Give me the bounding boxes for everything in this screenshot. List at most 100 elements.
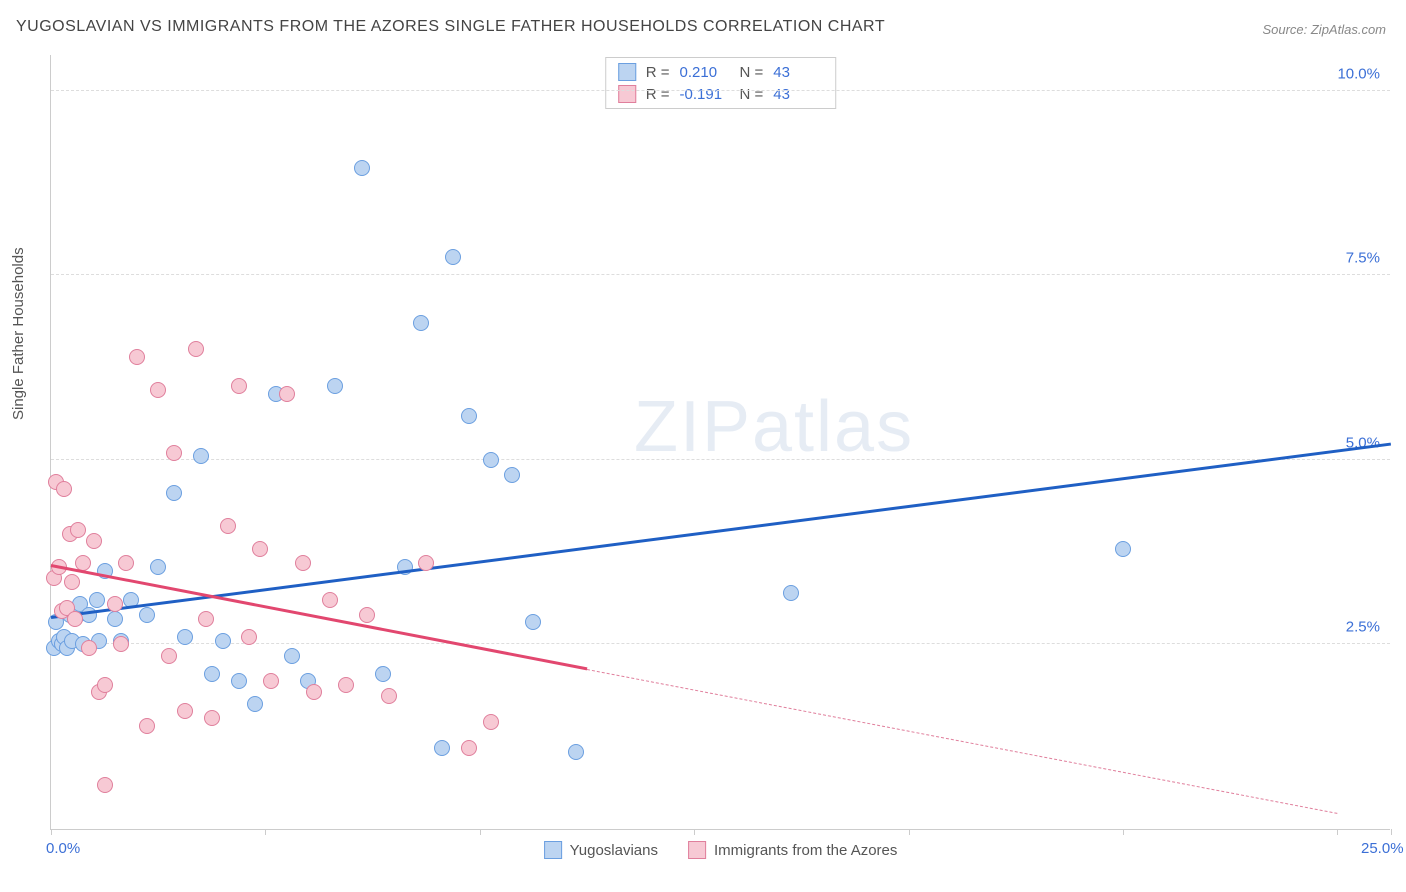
x-tick-mark xyxy=(1391,829,1392,835)
data-point xyxy=(166,445,182,461)
data-point xyxy=(252,541,268,557)
data-point xyxy=(504,467,520,483)
data-point xyxy=(204,710,220,726)
data-point xyxy=(81,640,97,656)
watermark-thin: atlas xyxy=(752,387,914,467)
data-point xyxy=(198,611,214,627)
series-swatch xyxy=(618,85,636,103)
data-point xyxy=(295,555,311,571)
data-point xyxy=(279,386,295,402)
stat-r-value: -0.191 xyxy=(680,86,730,103)
data-point xyxy=(150,559,166,575)
trend-line xyxy=(51,443,1391,619)
correlation-stats-box: R =0.210N =43R =-0.191N =43 xyxy=(605,57,837,109)
y-axis-label: Single Father Households xyxy=(10,247,27,420)
data-point xyxy=(64,574,80,590)
data-point xyxy=(215,633,231,649)
legend-swatch xyxy=(544,841,562,859)
data-point xyxy=(56,481,72,497)
data-point xyxy=(434,740,450,756)
data-point xyxy=(139,718,155,734)
data-point xyxy=(381,688,397,704)
data-point xyxy=(418,555,434,571)
data-point xyxy=(89,592,105,608)
x-tick-label: 0.0% xyxy=(46,840,80,857)
data-point xyxy=(306,684,322,700)
y-tick-label: 7.5% xyxy=(1346,250,1380,267)
stat-n-value: 43 xyxy=(773,86,823,103)
stat-n-value: 43 xyxy=(773,64,823,81)
data-point xyxy=(783,585,799,601)
legend-label: Immigrants from the Azores xyxy=(714,842,897,859)
data-point xyxy=(118,555,134,571)
data-point xyxy=(525,614,541,630)
data-point xyxy=(461,408,477,424)
x-tick-mark xyxy=(265,829,266,835)
data-point xyxy=(231,673,247,689)
source-attribution: Source: ZipAtlas.com xyxy=(1262,22,1386,37)
data-point xyxy=(568,744,584,760)
chart-title: YUGOSLAVIAN VS IMMIGRANTS FROM THE AZORE… xyxy=(16,18,885,36)
x-tick-mark xyxy=(1337,829,1338,835)
x-tick-mark xyxy=(480,829,481,835)
data-point xyxy=(375,666,391,682)
gridline xyxy=(51,459,1390,460)
x-tick-label: 25.0% xyxy=(1361,840,1404,857)
stat-r-label: R = xyxy=(646,64,670,81)
data-point xyxy=(166,485,182,501)
data-point xyxy=(188,341,204,357)
data-point xyxy=(161,648,177,664)
data-point xyxy=(231,378,247,394)
data-point xyxy=(241,629,257,645)
data-point xyxy=(220,518,236,534)
x-tick-mark xyxy=(694,829,695,835)
data-point xyxy=(413,315,429,331)
series-swatch xyxy=(618,63,636,81)
data-point xyxy=(150,382,166,398)
data-point xyxy=(327,378,343,394)
data-point xyxy=(247,696,263,712)
stat-row: R = -0.191 N = 43 xyxy=(606,83,836,105)
watermark-bold: ZIP xyxy=(634,387,752,467)
data-point xyxy=(67,611,83,627)
watermark: ZIPatlas xyxy=(634,386,914,468)
data-point xyxy=(107,596,123,612)
data-point xyxy=(461,740,477,756)
data-point xyxy=(1115,541,1131,557)
x-tick-mark xyxy=(51,829,52,835)
data-point xyxy=(97,777,113,793)
data-point xyxy=(354,160,370,176)
data-point xyxy=(97,677,113,693)
stat-n-label: N = xyxy=(740,86,764,103)
gridline xyxy=(51,90,1390,91)
data-point xyxy=(70,522,86,538)
data-point xyxy=(113,636,129,652)
legend-item: Yugoslavians xyxy=(544,841,658,859)
data-point xyxy=(263,673,279,689)
stat-r-value: 0.210 xyxy=(680,64,730,81)
legend-swatch xyxy=(688,841,706,859)
data-point xyxy=(107,611,123,627)
legend-label: Yugoslavians xyxy=(570,842,658,859)
data-point xyxy=(129,349,145,365)
x-tick-mark xyxy=(909,829,910,835)
data-point xyxy=(322,592,338,608)
legend: Yugoslavians Immigrants from the Azores xyxy=(544,841,898,859)
legend-item: Immigrants from the Azores xyxy=(688,841,897,859)
stat-row: R =0.210N =43 xyxy=(606,61,836,83)
y-tick-label: 10.0% xyxy=(1337,65,1380,82)
stat-r-label: R = xyxy=(646,86,670,103)
data-point xyxy=(445,249,461,265)
data-point xyxy=(86,533,102,549)
data-point xyxy=(177,703,193,719)
data-point xyxy=(193,448,209,464)
x-tick-mark xyxy=(1123,829,1124,835)
data-point xyxy=(483,452,499,468)
data-point xyxy=(139,607,155,623)
y-tick-label: 2.5% xyxy=(1346,619,1380,636)
data-point xyxy=(204,666,220,682)
data-point xyxy=(284,648,300,664)
data-point xyxy=(177,629,193,645)
data-point xyxy=(359,607,375,623)
data-point xyxy=(483,714,499,730)
